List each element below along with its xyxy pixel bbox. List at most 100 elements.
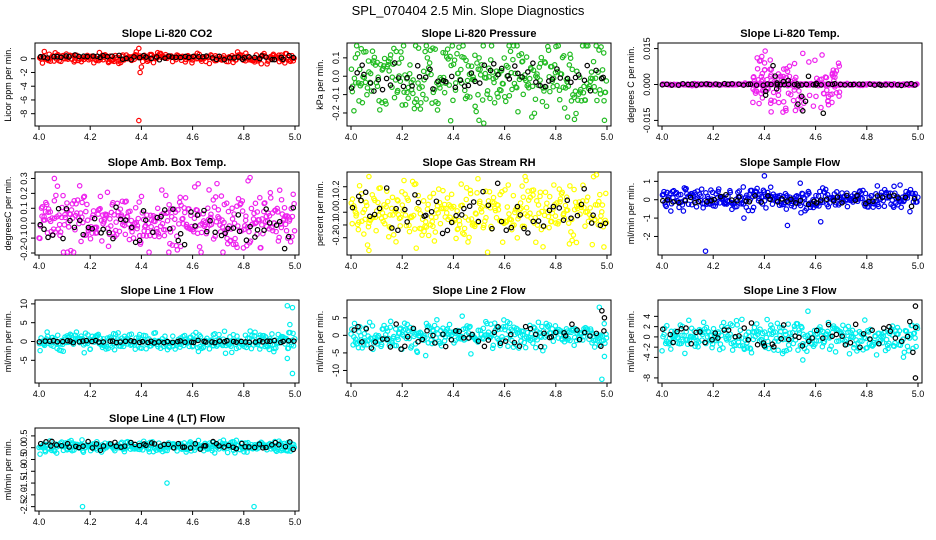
data-point (394, 87, 401, 94)
data-point (424, 327, 430, 334)
data-point (777, 73, 784, 80)
y-tick-label: 0 (331, 333, 341, 338)
data-point (588, 220, 595, 226)
x-tick-label: 4.4 (758, 261, 771, 271)
data-point (247, 223, 253, 230)
series-hourly (37, 52, 297, 63)
data-point (387, 212, 393, 218)
data-point (539, 98, 546, 105)
data-point (466, 203, 473, 210)
data-point (247, 328, 253, 334)
x-tick-label: 4.2 (707, 389, 720, 399)
data-point (286, 52, 292, 59)
data-point (233, 437, 240, 444)
data-point (420, 198, 427, 204)
data-point (132, 204, 139, 211)
data-point (136, 117, 142, 124)
data-point (381, 55, 388, 62)
data-point (414, 349, 421, 356)
data-point (906, 318, 913, 325)
data-point (817, 218, 824, 225)
data-point (835, 60, 842, 67)
data-point (465, 63, 472, 69)
y-tick-label: 5 (19, 320, 29, 325)
data-point (384, 336, 390, 343)
data-point (379, 86, 386, 93)
data-point (562, 202, 569, 209)
data-point (780, 98, 787, 105)
data-point (813, 93, 819, 100)
data-point (174, 448, 180, 454)
data-point (498, 218, 505, 225)
data-point (266, 212, 273, 219)
data-point (584, 194, 591, 200)
data-point (402, 343, 408, 350)
data-point (453, 235, 459, 242)
data-point (212, 339, 218, 346)
data-point (548, 334, 555, 340)
data-point (387, 82, 394, 88)
data-point (386, 68, 392, 74)
y-tick-label: 1 (642, 179, 652, 184)
data-point (601, 328, 607, 334)
data-point (58, 442, 65, 449)
data-point (599, 202, 606, 208)
data-point (409, 83, 415, 89)
x-tick-label: 4.0 (345, 389, 358, 399)
data-point (278, 196, 285, 203)
data-point (267, 195, 274, 201)
data-point (60, 235, 66, 242)
data-point (135, 215, 142, 222)
data-point (419, 336, 426, 343)
data-point (57, 229, 64, 235)
data-point (239, 198, 246, 204)
data-point (891, 183, 897, 190)
data-point (280, 338, 287, 345)
data-point (546, 207, 553, 214)
data-point (761, 329, 768, 335)
data-point (225, 225, 231, 232)
data-point (795, 82, 802, 89)
series-hourly (37, 438, 297, 454)
data-point (741, 215, 747, 221)
data-point (395, 227, 401, 234)
data-point (481, 62, 488, 69)
data-point (461, 225, 468, 232)
data-point (385, 234, 392, 240)
data-point (64, 200, 70, 206)
data-point (758, 73, 765, 80)
data-point (594, 97, 600, 104)
data-point (757, 326, 763, 333)
data-point (281, 216, 287, 222)
data-point (504, 204, 511, 210)
data-point (599, 67, 606, 73)
data-point (550, 203, 557, 210)
data-point (243, 213, 249, 219)
data-point (736, 333, 742, 339)
data-point (100, 339, 107, 345)
data-point (499, 239, 506, 246)
data-point (402, 212, 409, 218)
data-point (559, 189, 566, 196)
data-point (97, 447, 104, 454)
data-point (845, 323, 852, 330)
x-tick-label: 4.8 (238, 517, 251, 527)
data-point (90, 208, 97, 214)
series-hourly (349, 180, 609, 237)
y-tick-label: -5 (331, 349, 341, 357)
data-point (603, 78, 610, 84)
data-point (743, 198, 750, 204)
data-point (495, 94, 501, 100)
data-point (747, 81, 754, 88)
data-point (166, 249, 172, 256)
data-point (200, 210, 207, 217)
data-point (481, 343, 488, 350)
data-point (703, 340, 709, 347)
y-tick-label: 0.0 (331, 70, 341, 83)
data-point (223, 200, 230, 206)
data-point (557, 75, 564, 81)
panel-title: Slope Li-820 Temp. (740, 28, 839, 40)
data-point (541, 330, 547, 337)
data-point (887, 328, 894, 334)
data-point (601, 244, 607, 250)
